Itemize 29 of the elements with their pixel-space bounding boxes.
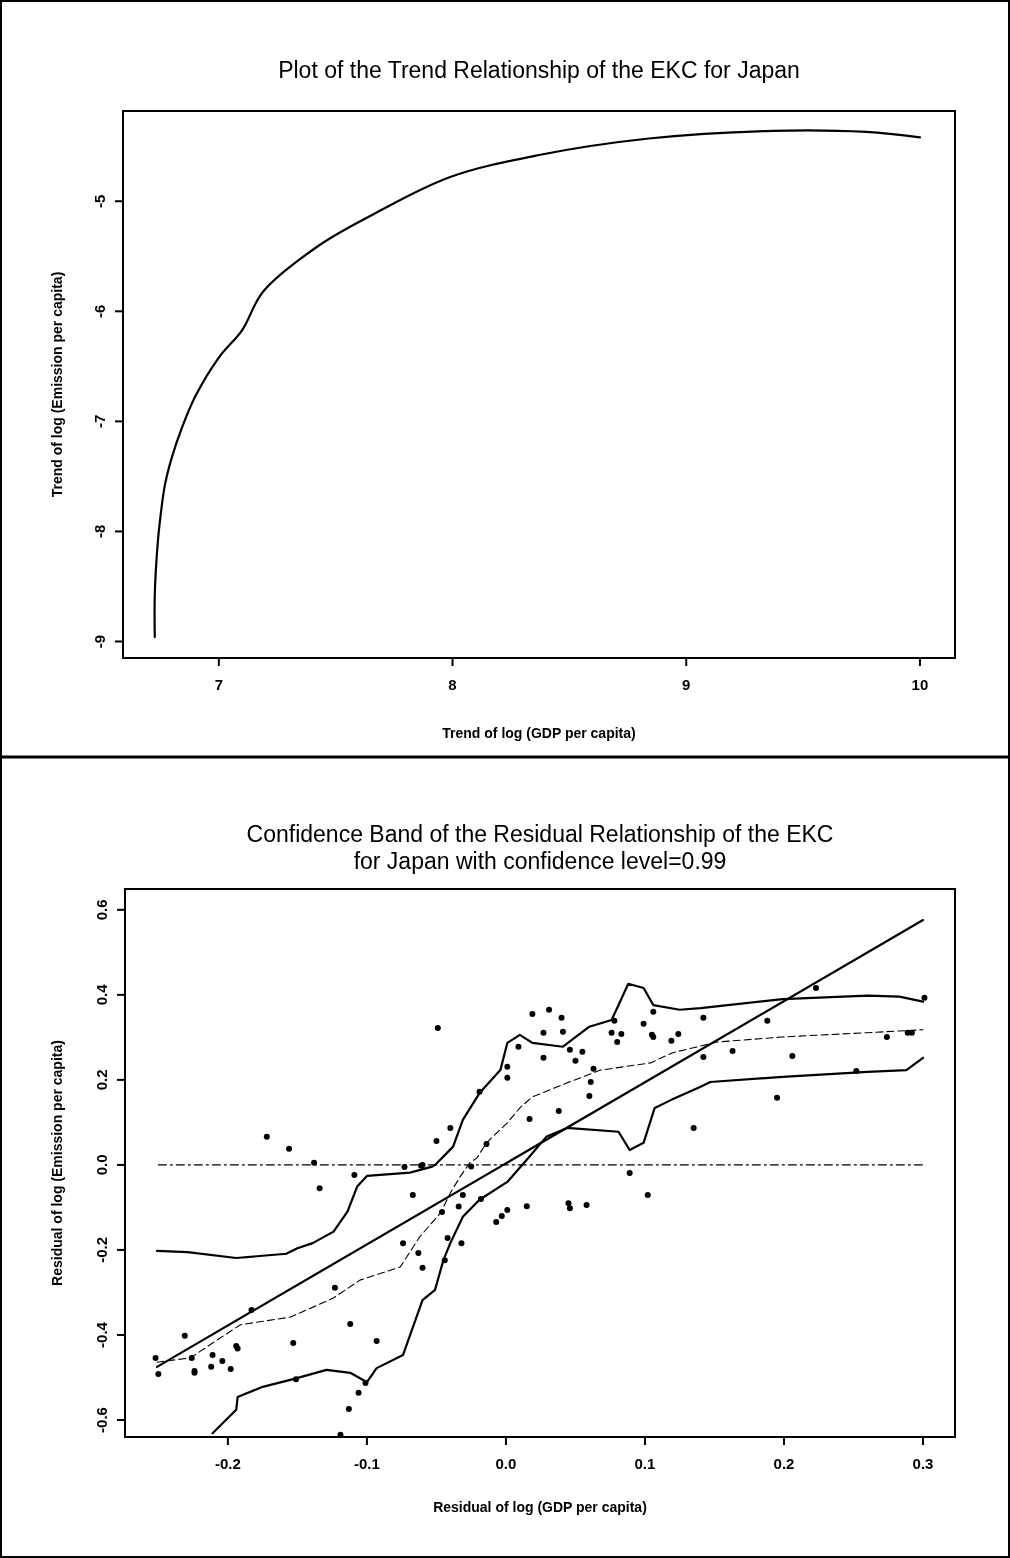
chart-title: Confidence Band of the Residual Relationship of the EKC for Japan with confidence level=0.99 bbox=[246, 821, 834, 874]
y-tick-label: -9 bbox=[91, 634, 108, 649]
y-tick-label: -8 bbox=[91, 524, 108, 539]
line-series bbox=[153, 129, 922, 639]
x-tick-label: 0.3 bbox=[912, 1455, 934, 1472]
x-tick-label: 0.0 bbox=[495, 1455, 517, 1472]
y-tick-label: 0.2 bbox=[93, 1069, 110, 1091]
y-tick-label: 0.6 bbox=[93, 899, 110, 921]
y-tick-label: -7 bbox=[91, 414, 108, 429]
chart-title: Plot of the Trend Relationship of the EKC for Japan bbox=[278, 57, 800, 83]
x-tick-label: 8 bbox=[448, 676, 457, 693]
y-tick-label: -0.2 bbox=[93, 1237, 110, 1263]
x-tick-label: 10 bbox=[911, 676, 929, 693]
y-axis-title: Residual of log (Emission per capita) bbox=[49, 1040, 65, 1286]
x-axis-title: Residual of log (GDP per capita) bbox=[433, 1499, 647, 1515]
x-tick-label: 9 bbox=[682, 676, 691, 693]
x-axis-title: Trend of log (GDP per capita) bbox=[442, 725, 636, 741]
y-tick-label: -0.6 bbox=[93, 1407, 110, 1433]
x-tick-label: 0.1 bbox=[634, 1455, 656, 1472]
y-tick-label: -6 bbox=[91, 304, 108, 318]
x-tick-label: 7 bbox=[214, 676, 223, 693]
x-tick-label: -0.1 bbox=[353, 1455, 380, 1472]
y-axis-title: Trend of log (Emission per capita) bbox=[49, 271, 65, 498]
x-tick-label: 0.2 bbox=[773, 1455, 795, 1472]
y-tick-label: -5 bbox=[91, 194, 108, 208]
x-tick-label: -0.2 bbox=[214, 1455, 241, 1472]
y-tick-label: 0.4 bbox=[93, 983, 110, 1006]
y-tick-label: 0.0 bbox=[93, 1154, 110, 1176]
y-tick-label: -0.4 bbox=[93, 1321, 110, 1348]
